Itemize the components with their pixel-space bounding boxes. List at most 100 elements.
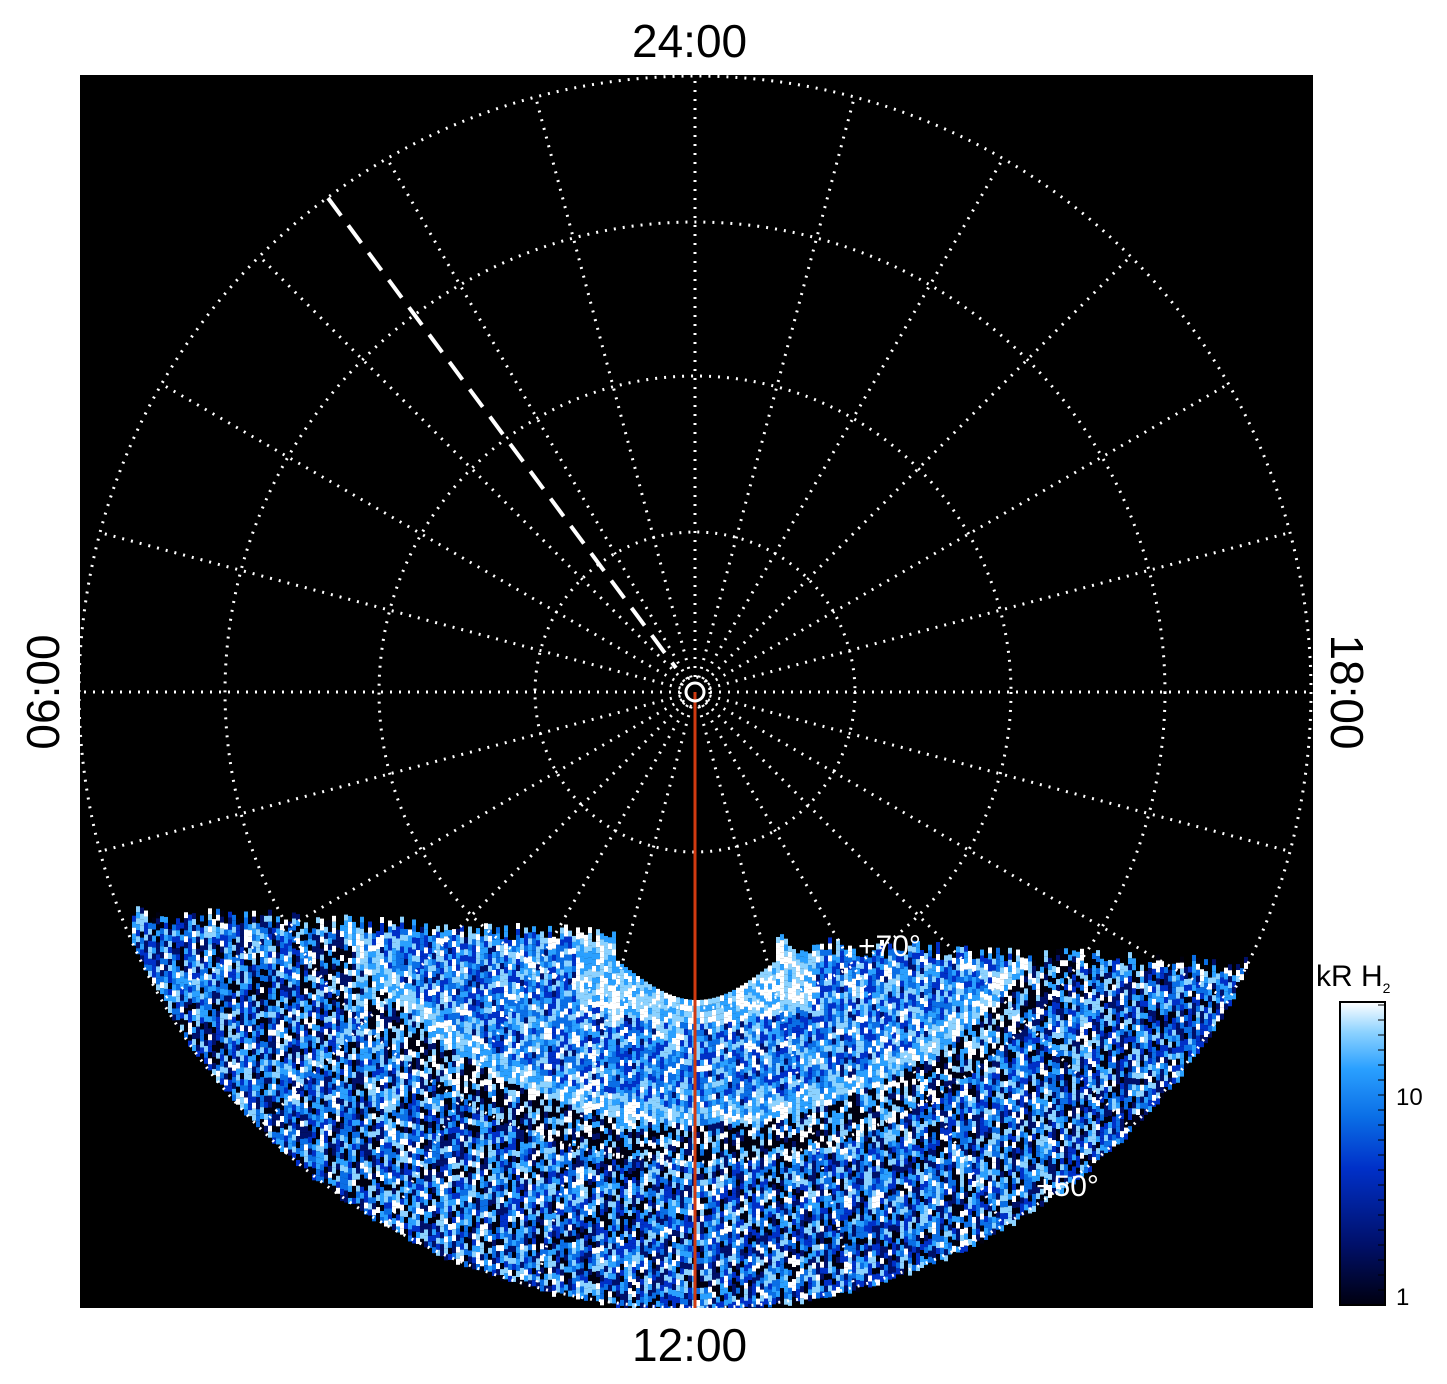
emission-pixel	[448, 1253, 452, 1260]
emission-pixel	[200, 1017, 204, 1024]
emission-pixel	[376, 1117, 380, 1124]
emission-pixel	[356, 933, 360, 940]
emission-pixel	[400, 1126, 404, 1133]
emission-pixel	[300, 1030, 304, 1037]
emission-pixel	[568, 1122, 572, 1129]
emission-pixel	[336, 1013, 340, 1020]
emission-pixel	[144, 946, 148, 953]
emission-pixel	[360, 952, 364, 959]
emission-pixel	[356, 1095, 360, 1102]
emission-pixel	[400, 1180, 404, 1187]
emission-pixel	[460, 925, 464, 932]
emission-pixel	[372, 957, 376, 964]
emission-pixel	[436, 925, 440, 932]
emission-pixel	[248, 936, 252, 943]
emission-pixel	[276, 1120, 280, 1127]
emission-pixel	[292, 1002, 296, 1009]
emission-pixel	[264, 1059, 268, 1066]
emission-pixel	[420, 1232, 424, 1239]
emission-pixel	[336, 1133, 340, 1140]
emission-pixel	[208, 914, 212, 921]
emission-pixel	[420, 1214, 424, 1221]
emission-pixel	[452, 1181, 456, 1188]
emission-pixel	[336, 1067, 340, 1074]
emission-pixel	[556, 1106, 560, 1113]
emission-pixel	[232, 1058, 236, 1065]
emission-pixel	[480, 1074, 484, 1081]
emission-pixel	[484, 983, 488, 990]
emission-pixel	[456, 934, 460, 941]
emission-pixel	[456, 1228, 460, 1235]
emission-pixel	[340, 955, 344, 962]
emission-pixel	[564, 1278, 568, 1285]
emission-pixel	[264, 1101, 268, 1108]
emission-pixel	[292, 972, 296, 979]
emission-pixel	[408, 1001, 412, 1008]
emission-pixel	[448, 1031, 452, 1038]
emission-pixel	[316, 1097, 320, 1104]
emission-pixel	[532, 1154, 536, 1161]
emission-pixel	[572, 1055, 576, 1062]
emission-pixel	[196, 984, 200, 991]
emission-pixel	[436, 937, 440, 944]
emission-pixel	[460, 1243, 464, 1250]
emission-pixel	[556, 1016, 560, 1023]
emission-pixel	[460, 1069, 464, 1076]
emission-pixel	[532, 962, 536, 969]
emission-pixel	[444, 978, 448, 985]
emission-pixel	[368, 1137, 372, 1144]
emission-pixel	[220, 1030, 224, 1037]
emission-pixel	[472, 939, 476, 946]
emission-pixel	[196, 930, 200, 937]
emission-pixel	[408, 1043, 412, 1050]
emission-pixel	[256, 1019, 260, 1026]
emission-pixel	[440, 1250, 444, 1257]
emission-pixel	[408, 1091, 412, 1098]
emission-pixel	[140, 931, 144, 938]
emission-pixel	[572, 941, 576, 948]
emission-pixel	[412, 925, 416, 932]
emission-pixel	[320, 1062, 324, 1069]
emission-pixel	[572, 1229, 576, 1236]
emission-pixel	[500, 1065, 504, 1072]
emission-pixel	[284, 997, 288, 1004]
emission-pixel	[508, 1053, 512, 1060]
emission-pixel	[180, 1018, 184, 1025]
emission-pixel	[372, 1179, 376, 1186]
emission-pixel	[464, 1231, 468, 1238]
emission-pixel	[496, 945, 500, 952]
emission-pixel	[456, 994, 460, 1001]
emission-pixel	[388, 1190, 392, 1197]
emission-pixel	[560, 1071, 564, 1078]
emission-pixel	[252, 976, 256, 983]
emission-pixel	[476, 1204, 480, 1211]
emission-pixel	[472, 1119, 476, 1126]
emission-pixel	[308, 926, 312, 933]
emission-pixel	[420, 1220, 424, 1227]
emission-pixel	[496, 1185, 500, 1192]
emission-pixel	[584, 1270, 588, 1277]
emission-pixel	[492, 1263, 496, 1270]
emission-pixel	[488, 1133, 492, 1140]
emission-pixel	[360, 928, 364, 935]
emission-pixel	[516, 989, 520, 996]
emission-pixel	[384, 1202, 388, 1209]
emission-pixel	[452, 995, 456, 1002]
emission-pixel	[344, 1160, 348, 1167]
emission-pixel	[256, 1103, 260, 1110]
emission-pixel	[472, 1053, 476, 1060]
emission-pixel	[276, 1096, 280, 1103]
emission-pixel	[488, 1025, 492, 1032]
emission-pixel	[460, 1183, 464, 1190]
emission-pixel	[480, 1014, 484, 1021]
emission-pixel	[388, 1070, 392, 1077]
emission-pixel	[552, 1284, 556, 1291]
emission-pixel	[272, 1005, 276, 1012]
emission-pixel	[428, 1067, 432, 1074]
emission-pixel	[472, 1185, 476, 1192]
emission-pixel	[344, 1148, 348, 1155]
emission-pixel	[452, 1205, 456, 1212]
emission-pixel	[292, 1104, 296, 1111]
noon-label: 12:00	[632, 1319, 748, 1371]
emission-pixel	[356, 1131, 360, 1138]
